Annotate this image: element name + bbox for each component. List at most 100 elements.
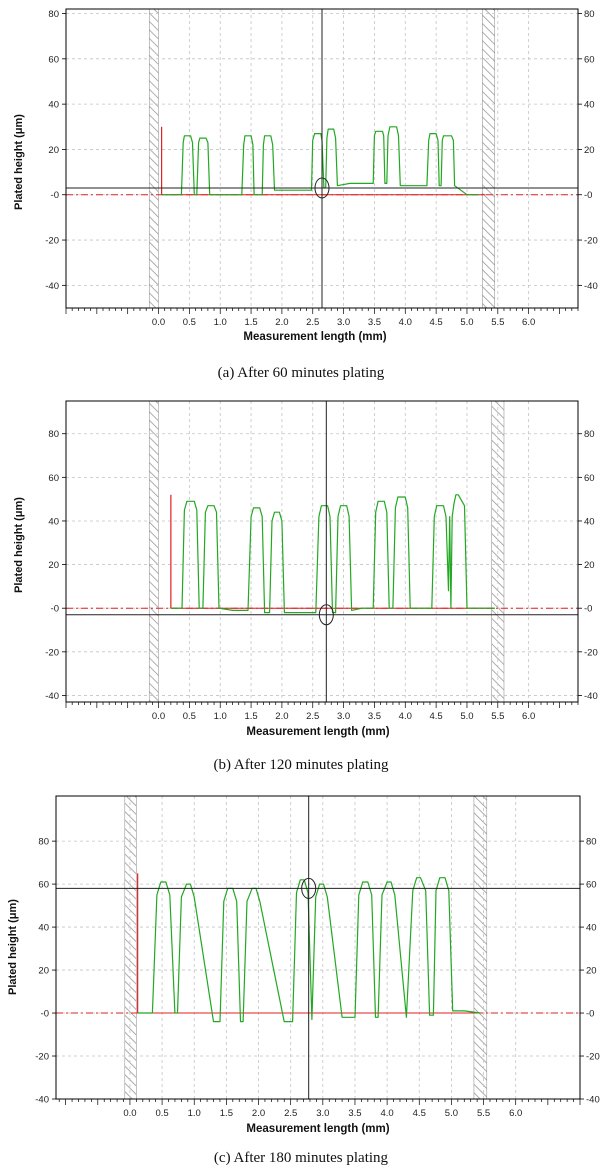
x-tick-label: 0.5 (183, 711, 196, 722)
plot-panel-b: -40 -40 -20 -20 -0 -0 20 20 40 40 60 60 80 80 0.0 0.5 1.… (13, 400, 598, 773)
y-axis-label: Plated height (μm) (13, 114, 25, 210)
y-tick-label-right: -0 (586, 1009, 594, 1020)
y-tick-label-left: -0 (51, 604, 59, 615)
x-tick-label: 0.0 (123, 1108, 136, 1119)
x-tick-label: 0.0 (152, 711, 165, 722)
x-tick-label: 1.0 (214, 317, 227, 328)
y-tick-label-left: 60 (48, 473, 59, 484)
y-tick-label-left: 80 (48, 429, 59, 440)
y-tick-label-right: 80 (584, 429, 595, 440)
x-tick-label: 1.0 (214, 711, 227, 722)
y-tick-label-left: 80 (38, 837, 49, 848)
x-tick-label: 2.0 (275, 317, 288, 328)
y-axis-label: Plated height (μm) (13, 497, 25, 593)
x-tick-label: 2.0 (275, 711, 288, 722)
y-tick-label-right: -0 (584, 190, 592, 201)
x-tick-label: 3.0 (316, 1108, 329, 1119)
y-tick-label-right: -40 (584, 691, 598, 702)
panel-caption: (a) After 60 minutes plating (218, 365, 385, 381)
y-tick-label-left: 20 (48, 560, 59, 571)
excluded-region (148, 8, 159, 309)
y-tick-label-left: 40 (48, 516, 59, 527)
x-tick-label: 4.0 (399, 317, 412, 328)
x-tick-label: 0.0 (152, 317, 165, 328)
x-tick-label: 0.5 (155, 1108, 168, 1119)
x-tick-label: 3.5 (368, 317, 381, 328)
y-tick-label-left: -40 (35, 1095, 49, 1106)
x-tick-label: 4.0 (399, 711, 412, 722)
y-tick-label-left: 60 (48, 54, 59, 65)
x-tick-label: 4.5 (430, 711, 443, 722)
y-tick-label-right: -20 (584, 236, 598, 247)
y-tick-label-right: -20 (586, 1052, 600, 1063)
x-tick-label: 6.0 (509, 1108, 522, 1119)
y-tick-label-left: -20 (45, 647, 59, 658)
x-tick-label: 1.5 (244, 317, 257, 328)
profile-line-0 (170, 494, 495, 614)
x-tick-label: 2.5 (306, 317, 319, 328)
y-tick-label-right: 60 (584, 54, 595, 65)
x-tick-label: 4.5 (430, 317, 443, 328)
x-tick-label: 5.5 (491, 317, 504, 328)
y-tick-label-left: 40 (38, 923, 49, 934)
profile-line-0 (137, 877, 481, 1023)
y-tick-label-right: -0 (584, 604, 592, 615)
cursor-marker (318, 604, 334, 626)
plot-panel-a: -40 -40 -20 -20 -0 -0 20 20 40 40 60 60 80 80 0.0 0.5 1.… (13, 8, 598, 381)
y-tick-label-right: 80 (586, 837, 597, 848)
plot-area (56, 796, 580, 1099)
x-tick-label: 2.5 (306, 711, 319, 722)
x-tick-label: 3.5 (348, 1108, 361, 1119)
y-tick-label-right: 20 (586, 966, 597, 977)
plot-panel-c: -40 -40 -20 -20 -0 -0 20 20 40 40 60 60 80 80 0.0 0.5 1.… (7, 795, 600, 1166)
plot-frame (55, 795, 581, 1100)
x-tick-label: 5.0 (460, 711, 473, 722)
y-tick-label-left: -40 (45, 691, 59, 702)
cursor-marker (314, 177, 330, 199)
y-tick-label-left: -20 (35, 1052, 49, 1063)
y-tick-label-right: 20 (584, 145, 595, 156)
x-tick-label: 5.0 (460, 317, 473, 328)
x-tick-label: 5.5 (477, 1108, 490, 1119)
x-tick-label: 4.5 (413, 1108, 426, 1119)
y-tick-label-left: 40 (48, 100, 59, 111)
x-axis-label: Measurement length (mm) (246, 726, 389, 738)
x-tick-label: 3.5 (368, 711, 381, 722)
y-tick-label-left: -0 (41, 1009, 49, 1020)
plot-frame (65, 400, 579, 703)
excluded-region (482, 8, 496, 309)
y-tick-label-right: 40 (586, 923, 597, 934)
y-tick-label-right: 80 (584, 9, 595, 20)
y-tick-label-left: -20 (45, 236, 59, 247)
y-tick-label-left: 20 (48, 145, 59, 156)
x-tick-label: 5.5 (491, 711, 504, 722)
panel-caption: (c) After 180 minutes plating (214, 1150, 389, 1166)
x-tick-label: 2.0 (252, 1108, 265, 1119)
cursor-marker (301, 877, 317, 899)
x-tick-label: 0.5 (183, 317, 196, 328)
x-tick-label: 5.0 (445, 1108, 458, 1119)
x-tick-label: 6.0 (522, 317, 535, 328)
y-tick-label-right: 60 (586, 880, 597, 891)
y-tick-label-right: 20 (584, 560, 595, 571)
x-axis-label: Measurement length (mm) (243, 331, 386, 343)
y-tick-label-left: -0 (51, 190, 59, 201)
y-tick-label-right: -40 (586, 1095, 600, 1106)
y-tick-label-left: 80 (48, 9, 59, 20)
y-tick-label-right: 60 (584, 473, 595, 484)
y-tick-label-left: -40 (45, 281, 59, 292)
y-axis-label: Plated height (μm) (7, 899, 19, 995)
x-tick-label: 1.5 (244, 711, 257, 722)
x-axis-label: Measurement length (mm) (246, 1123, 389, 1135)
x-tick-label: 3.0 (337, 711, 350, 722)
excluded-region (148, 400, 159, 703)
y-tick-label-left: 60 (38, 880, 49, 891)
y-tick-label-right: -20 (584, 647, 598, 658)
y-tick-label-left: 20 (38, 966, 49, 977)
x-tick-label: 4.0 (381, 1108, 394, 1119)
y-tick-label-right: 40 (584, 100, 595, 111)
x-tick-label: 3.0 (337, 317, 350, 328)
x-tick-label: 1.0 (188, 1108, 201, 1119)
panel-caption: (b) After 120 minutes plating (214, 757, 389, 773)
